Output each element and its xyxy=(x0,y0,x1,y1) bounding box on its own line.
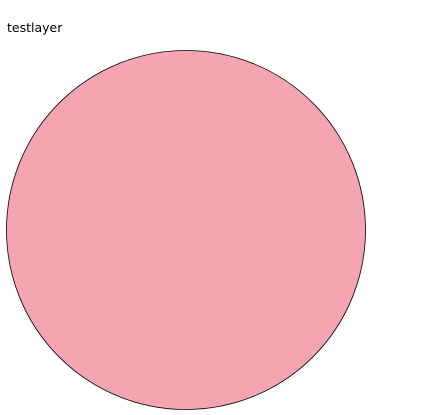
chart-title: testlayer xyxy=(7,20,63,35)
pie-slice xyxy=(6,50,366,410)
